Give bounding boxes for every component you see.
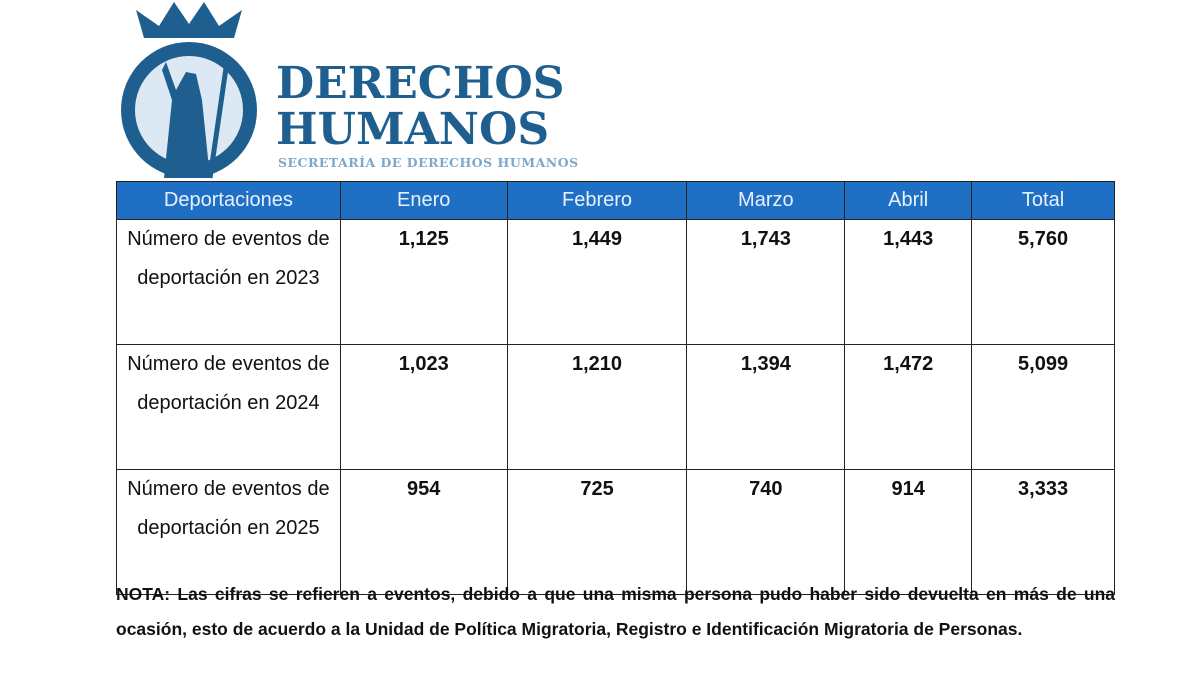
row-label: Número de eventos de deportación en 2023	[116, 219, 341, 345]
value-cell: 914	[844, 469, 973, 595]
table-header-row: Deportaciones Enero Febrero Marzo Abril …	[116, 181, 1115, 220]
brand-title-line1: DERECHOS	[276, 58, 565, 109]
header-cell: Total	[971, 181, 1115, 220]
value-cell: 1,472	[844, 344, 973, 470]
total-cell: 3,333	[971, 469, 1115, 595]
guanajuato-seal-logo	[121, 2, 257, 179]
row-label: Número de eventos de deportación en 2025	[116, 469, 341, 595]
value-cell: 1,125	[339, 219, 508, 345]
value-cell: 1,394	[686, 344, 846, 470]
footnote: NOTA: Las cifras se refieren a eventos, …	[116, 584, 1115, 639]
header-cell: Abril	[844, 181, 973, 220]
row-label: Número de eventos de deportación en 2024	[116, 344, 341, 470]
brand-subtitle: SECRETARÍA DE DERECHOS HUMANOS	[278, 155, 579, 170]
value-cell: 954	[339, 469, 508, 595]
brand-title-line2: HUMANOS	[276, 104, 550, 155]
header-cell: Marzo	[686, 181, 846, 220]
value-cell: 740	[686, 469, 846, 595]
value-cell: 1,023	[339, 344, 508, 470]
table-row: Número de eventos de deportación en 2025…	[116, 469, 1115, 595]
header-cell: Febrero	[506, 181, 688, 220]
value-cell: 1,449	[506, 219, 688, 345]
header-cell: Enero	[339, 181, 508, 220]
table-row: Número de eventos de deportación en 2023…	[116, 219, 1115, 345]
total-cell: 5,760	[971, 219, 1115, 345]
deportations-table: Deportaciones Enero Febrero Marzo Abril …	[116, 181, 1115, 595]
value-cell: 1,443	[844, 219, 973, 345]
total-cell: 5,099	[971, 344, 1115, 470]
value-cell: 725	[506, 469, 688, 595]
table-row: Número de eventos de deportación en 2024…	[116, 344, 1115, 470]
value-cell: 1,210	[506, 344, 688, 470]
value-cell: 1,743	[686, 219, 846, 345]
header-cell: Deportaciones	[116, 181, 341, 220]
